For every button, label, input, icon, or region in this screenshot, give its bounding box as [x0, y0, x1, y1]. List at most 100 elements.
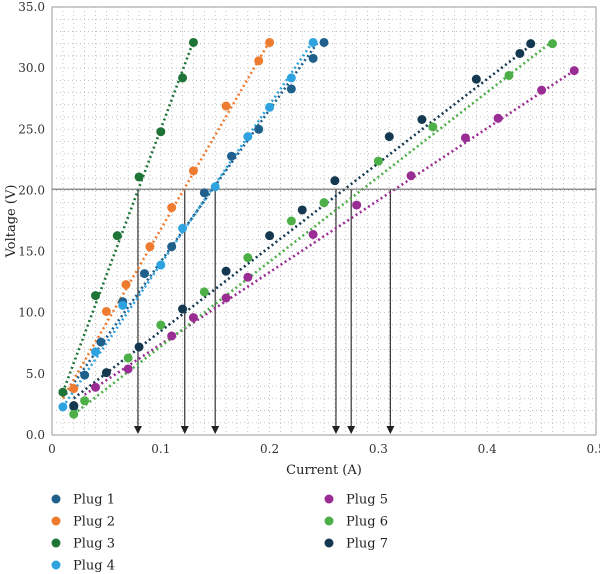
data-point	[58, 402, 68, 412]
trend-line	[72, 40, 554, 416]
y-tick-label: 0.0	[26, 428, 45, 442]
legend-marker	[51, 494, 61, 504]
data-point	[352, 200, 362, 210]
grid	[52, 7, 596, 435]
x-axis-label: Current (A)	[286, 463, 362, 478]
data-point	[493, 113, 503, 123]
data-point	[167, 331, 177, 341]
data-point	[319, 198, 329, 208]
data-point	[243, 272, 253, 282]
data-point	[265, 37, 275, 47]
data-point	[96, 337, 106, 347]
data-point	[537, 85, 547, 95]
data-point	[167, 242, 177, 252]
legend-marker	[324, 494, 334, 504]
x-tick-label: 0.3	[369, 442, 388, 456]
data-point	[243, 253, 253, 263]
y-tick-label: 5.0	[26, 367, 45, 381]
legend-marker	[51, 538, 61, 548]
data-point	[221, 266, 231, 276]
drop-line-arrowhead	[211, 426, 220, 434]
data-point	[428, 122, 438, 132]
data-point	[319, 37, 329, 47]
y-tick-label: 20.0	[18, 183, 45, 197]
legend-label: Plug 7	[346, 537, 388, 552]
legend-marker	[51, 560, 61, 570]
data-point	[188, 37, 198, 47]
y-tick-label: 25.0	[18, 122, 45, 136]
data-point	[139, 269, 149, 279]
legend-label: Plug 4	[73, 559, 115, 574]
data-point	[243, 132, 253, 142]
y-axis-label: Voltage (V)	[4, 185, 19, 259]
x-tick-label: 0	[48, 442, 56, 456]
data-point	[91, 347, 101, 357]
legend-marker	[324, 516, 334, 526]
legend-label: Plug 5	[346, 493, 388, 508]
data-point	[91, 291, 101, 301]
data-point	[134, 342, 144, 352]
data-point	[178, 304, 188, 314]
data-point	[384, 132, 394, 142]
data-points	[58, 37, 579, 419]
data-point	[167, 203, 177, 213]
data-point	[145, 242, 155, 252]
data-point	[80, 370, 90, 380]
data-point	[178, 223, 188, 233]
data-point	[569, 66, 579, 76]
data-point	[156, 127, 166, 137]
drop-line-arrowhead	[386, 426, 395, 434]
data-point	[91, 382, 101, 392]
drop-line-arrowhead	[180, 426, 189, 434]
data-point	[254, 124, 264, 134]
x-tick-label: 0.5	[586, 442, 600, 456]
data-point	[188, 313, 198, 323]
data-point	[221, 293, 231, 303]
data-point	[286, 216, 296, 226]
data-point	[265, 102, 275, 112]
data-point	[188, 166, 198, 176]
data-point	[526, 39, 536, 49]
data-point	[308, 37, 318, 47]
y-tick-label: 10.0	[18, 306, 45, 320]
data-point	[297, 205, 307, 215]
trend-line	[61, 40, 271, 399]
legend-marker	[324, 538, 334, 548]
data-point	[210, 182, 220, 192]
data-point	[121, 280, 131, 290]
data-point	[308, 229, 318, 239]
data-point	[178, 73, 188, 83]
data-point	[199, 287, 209, 297]
data-point	[417, 115, 427, 125]
data-point	[308, 53, 318, 63]
x-tick-label: 0.2	[260, 442, 279, 456]
legend-marker	[51, 516, 61, 526]
legend-label: Plug 3	[73, 537, 115, 552]
data-point	[547, 39, 557, 49]
data-point	[286, 84, 296, 94]
data-point	[504, 70, 514, 80]
data-point	[330, 176, 340, 186]
data-point	[406, 171, 416, 181]
legend-label: Plug 2	[73, 515, 115, 530]
data-point	[123, 353, 133, 363]
data-point	[515, 48, 525, 58]
x-tick-labels: 0 0.1 0.2 0.3 0.4 0.5	[48, 442, 600, 456]
data-point	[227, 151, 237, 161]
y-tick-label: 30.0	[18, 61, 45, 75]
y-tick-labels: 0.0 5.0 10.0 15.0 20.0 25.0 30.0 35.0	[18, 0, 45, 442]
data-point	[134, 172, 144, 182]
y-tick-label: 35.0	[18, 0, 45, 14]
trend-line	[72, 40, 537, 400]
data-point	[265, 231, 275, 241]
data-point	[69, 401, 79, 411]
data-point	[199, 188, 209, 198]
trend-line	[61, 40, 315, 408]
drop-line-arrowhead	[331, 426, 340, 434]
data-point	[156, 320, 166, 330]
data-point	[80, 396, 90, 406]
drop-line-arrowhead	[133, 426, 142, 434]
data-point	[373, 156, 383, 166]
data-point	[101, 306, 111, 316]
